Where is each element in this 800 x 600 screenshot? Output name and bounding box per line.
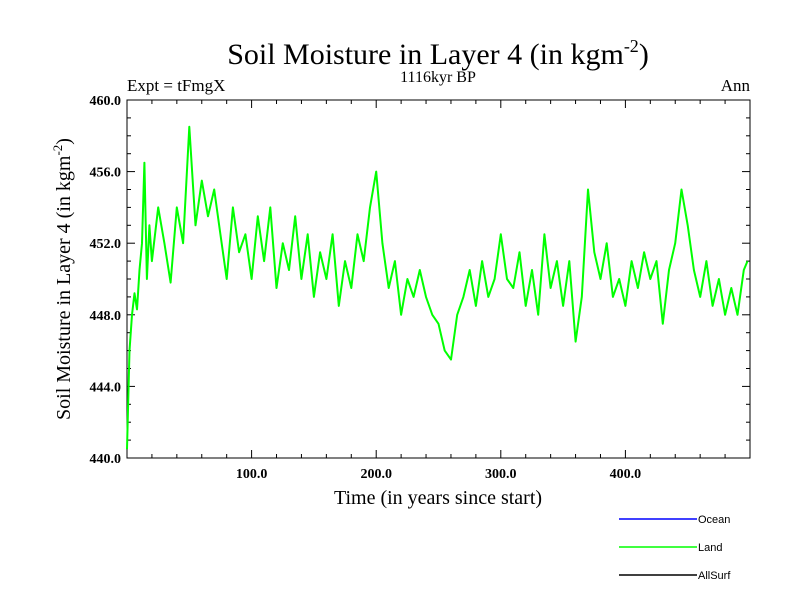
y-axis-label: Soil Moisture in Layer 4 (in kgm-2): [50, 138, 75, 420]
legend-label-land: Land: [698, 542, 722, 554]
legend-label-allsurf: AllSurf: [698, 570, 731, 582]
series-line-land: [126, 125, 749, 450]
experiment-label: Expt = tFmgX: [127, 76, 225, 95]
y-tick-label: 456.0: [90, 166, 122, 181]
legend-label-ocean: Ocean: [698, 514, 730, 526]
y-tick-label: 448.0: [90, 309, 122, 324]
y-tick-label: 460.0: [90, 94, 122, 109]
legend: Ocean Land AllSurf: [619, 514, 731, 582]
x-tick-label: 200.0: [360, 467, 392, 482]
x-axis-label: Time (in years since start): [334, 487, 542, 509]
season-label: Ann: [721, 76, 751, 95]
axis-ticks: 440.0 444.0 448.0 452.0 456.0 460.0 100.0 200.0…: [90, 94, 750, 482]
y-tick-label: 444.0: [90, 380, 122, 395]
x-tick-label: 400.0: [610, 467, 642, 482]
y-tick-label: 440.0: [90, 452, 122, 467]
series-group: [126, 125, 749, 450]
y-tick-label: 452.0: [90, 237, 122, 252]
x-tick-label: 300.0: [485, 467, 517, 482]
x-tick-label: 100.0: [236, 467, 268, 482]
plot-frame: [126, 99, 751, 459]
chart-title: Soil Moisture in Layer 4 (in kgm-2): [227, 36, 649, 71]
chart-subtitle: 1116kyr BP: [400, 69, 476, 86]
